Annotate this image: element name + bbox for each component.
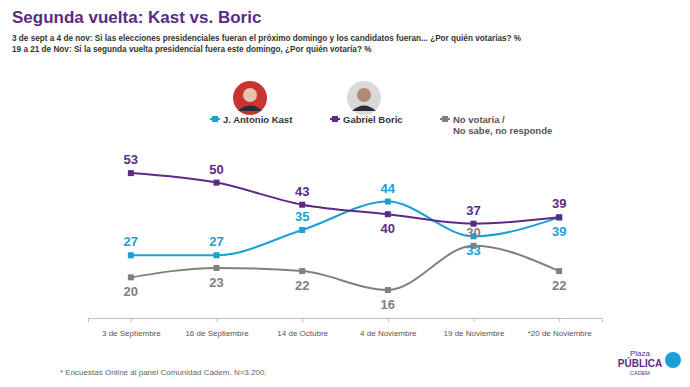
photo-frame bbox=[233, 81, 267, 115]
x-tick-label: 3 de Septiembre bbox=[102, 329, 161, 338]
data-label: 22 bbox=[295, 278, 309, 293]
data-label: 39 bbox=[552, 196, 566, 211]
series-marker bbox=[299, 202, 305, 208]
x-axis-line bbox=[89, 319, 603, 323]
chart: Segunda vuelta: Kast vs. Boric 3 de sept … bbox=[0, 0, 690, 387]
legend-item: J. Antonio Kast bbox=[210, 114, 293, 125]
x-tick-label: 16 de Septiembre bbox=[185, 329, 249, 338]
data-label: 39 bbox=[552, 224, 566, 239]
series-marker bbox=[128, 274, 134, 280]
source-text: Plaza bbox=[630, 349, 651, 358]
series-line bbox=[131, 173, 559, 224]
candidate-photo bbox=[233, 81, 267, 115]
legend-label: J. Antonio Kast bbox=[223, 114, 293, 125]
x-tick: 4 de Noviembre bbox=[360, 318, 417, 338]
series-marker bbox=[385, 199, 391, 205]
x-tick: 3 de Septiembre bbox=[102, 318, 161, 338]
series-marker bbox=[299, 227, 305, 233]
x-tick-mark bbox=[559, 318, 560, 322]
series-marker bbox=[556, 214, 562, 220]
x-tick: 16 de Septiembre bbox=[185, 318, 249, 338]
subtitle: 19 a 21 de Nov: Si la segunda vuelta pre… bbox=[12, 45, 372, 54]
photo-frame bbox=[347, 81, 381, 115]
series-marker bbox=[214, 180, 220, 186]
series-line bbox=[131, 246, 559, 290]
x-tick-label: *20 de Noviembre bbox=[528, 329, 593, 338]
legend-marker bbox=[212, 116, 218, 122]
x-tick-mark bbox=[131, 318, 132, 322]
data-label: 53 bbox=[124, 152, 138, 167]
data-label: 27 bbox=[124, 234, 138, 249]
photo-body bbox=[238, 106, 262, 112]
photo-face bbox=[243, 88, 257, 102]
photo-body bbox=[352, 106, 376, 112]
series-marker bbox=[385, 211, 391, 217]
x-axis: 3 de Septiembre 16 de Septiembre 14 de Oct… bbox=[89, 318, 603, 338]
source-text: PÚBLICA bbox=[618, 357, 662, 369]
logo-bubble bbox=[665, 352, 681, 368]
data-label: 30 bbox=[466, 225, 480, 240]
x-tick: 19 de Noviembre bbox=[444, 318, 505, 338]
data-label: 37 bbox=[466, 203, 480, 218]
x-tick-label: 14 de Octubre bbox=[277, 329, 328, 338]
x-tick: *20 de Noviembre bbox=[528, 318, 593, 338]
title: Segunda vuelta: Kast vs. Boric bbox=[12, 8, 261, 27]
data-label: 16 bbox=[381, 297, 395, 312]
data-label: 40 bbox=[381, 221, 395, 236]
legend-item: No votaría /No sabe, no responde bbox=[440, 114, 552, 136]
series-marker bbox=[128, 170, 134, 176]
photo-face bbox=[357, 88, 371, 102]
x-tick-label: 4 de Noviembre bbox=[360, 329, 417, 338]
series-marker bbox=[214, 252, 220, 258]
legend-label: Gabriel Boric bbox=[343, 114, 403, 125]
source-logo: PlazaPÚBLICACADEM bbox=[618, 349, 681, 376]
series-marker bbox=[556, 268, 562, 274]
legend-item: Gabriel Boric bbox=[330, 114, 403, 125]
series-marker bbox=[128, 252, 134, 258]
x-tick-mark bbox=[388, 318, 389, 322]
footnote: * Encuestas Online al panel Comunidad Ca… bbox=[60, 368, 267, 377]
legend-marker bbox=[442, 116, 448, 122]
data-label: 43 bbox=[295, 184, 309, 199]
subtitle: 3 de sept a 4 de nov: Si las elecciones … bbox=[12, 34, 522, 43]
x-tick-mark bbox=[302, 318, 303, 322]
data-label: 20 bbox=[124, 284, 138, 299]
x-tick: 14 de Octubre bbox=[277, 318, 328, 338]
data-label: 44 bbox=[381, 181, 396, 196]
candidate-photo bbox=[347, 81, 381, 115]
data-label: 22 bbox=[552, 278, 566, 293]
series-marker bbox=[556, 214, 562, 220]
x-tick-mark bbox=[217, 318, 218, 322]
data-label: 33 bbox=[466, 243, 480, 258]
legend-marker bbox=[332, 116, 338, 122]
x-tick-label: 19 de Noviembre bbox=[444, 329, 505, 338]
x-tick-mark bbox=[474, 318, 475, 322]
source-text: CADEM bbox=[630, 370, 650, 376]
legend-label: No votaría /No sabe, no responde bbox=[453, 114, 552, 136]
data-label: 23 bbox=[209, 275, 223, 290]
plot-area bbox=[128, 170, 562, 293]
series-marker bbox=[214, 265, 220, 271]
legend: J. Antonio Kast Gabriel Boric No votaría /… bbox=[210, 81, 552, 136]
data-label: 50 bbox=[209, 162, 223, 177]
series-marker bbox=[299, 268, 305, 274]
data-label: 27 bbox=[209, 234, 223, 249]
data-labels: 27 27 35 44 33 39 53 50 43 40 37 39 20 23 22 16 30 22 bbox=[124, 152, 567, 312]
series-marker bbox=[385, 287, 391, 293]
data-label: 35 bbox=[295, 209, 309, 224]
